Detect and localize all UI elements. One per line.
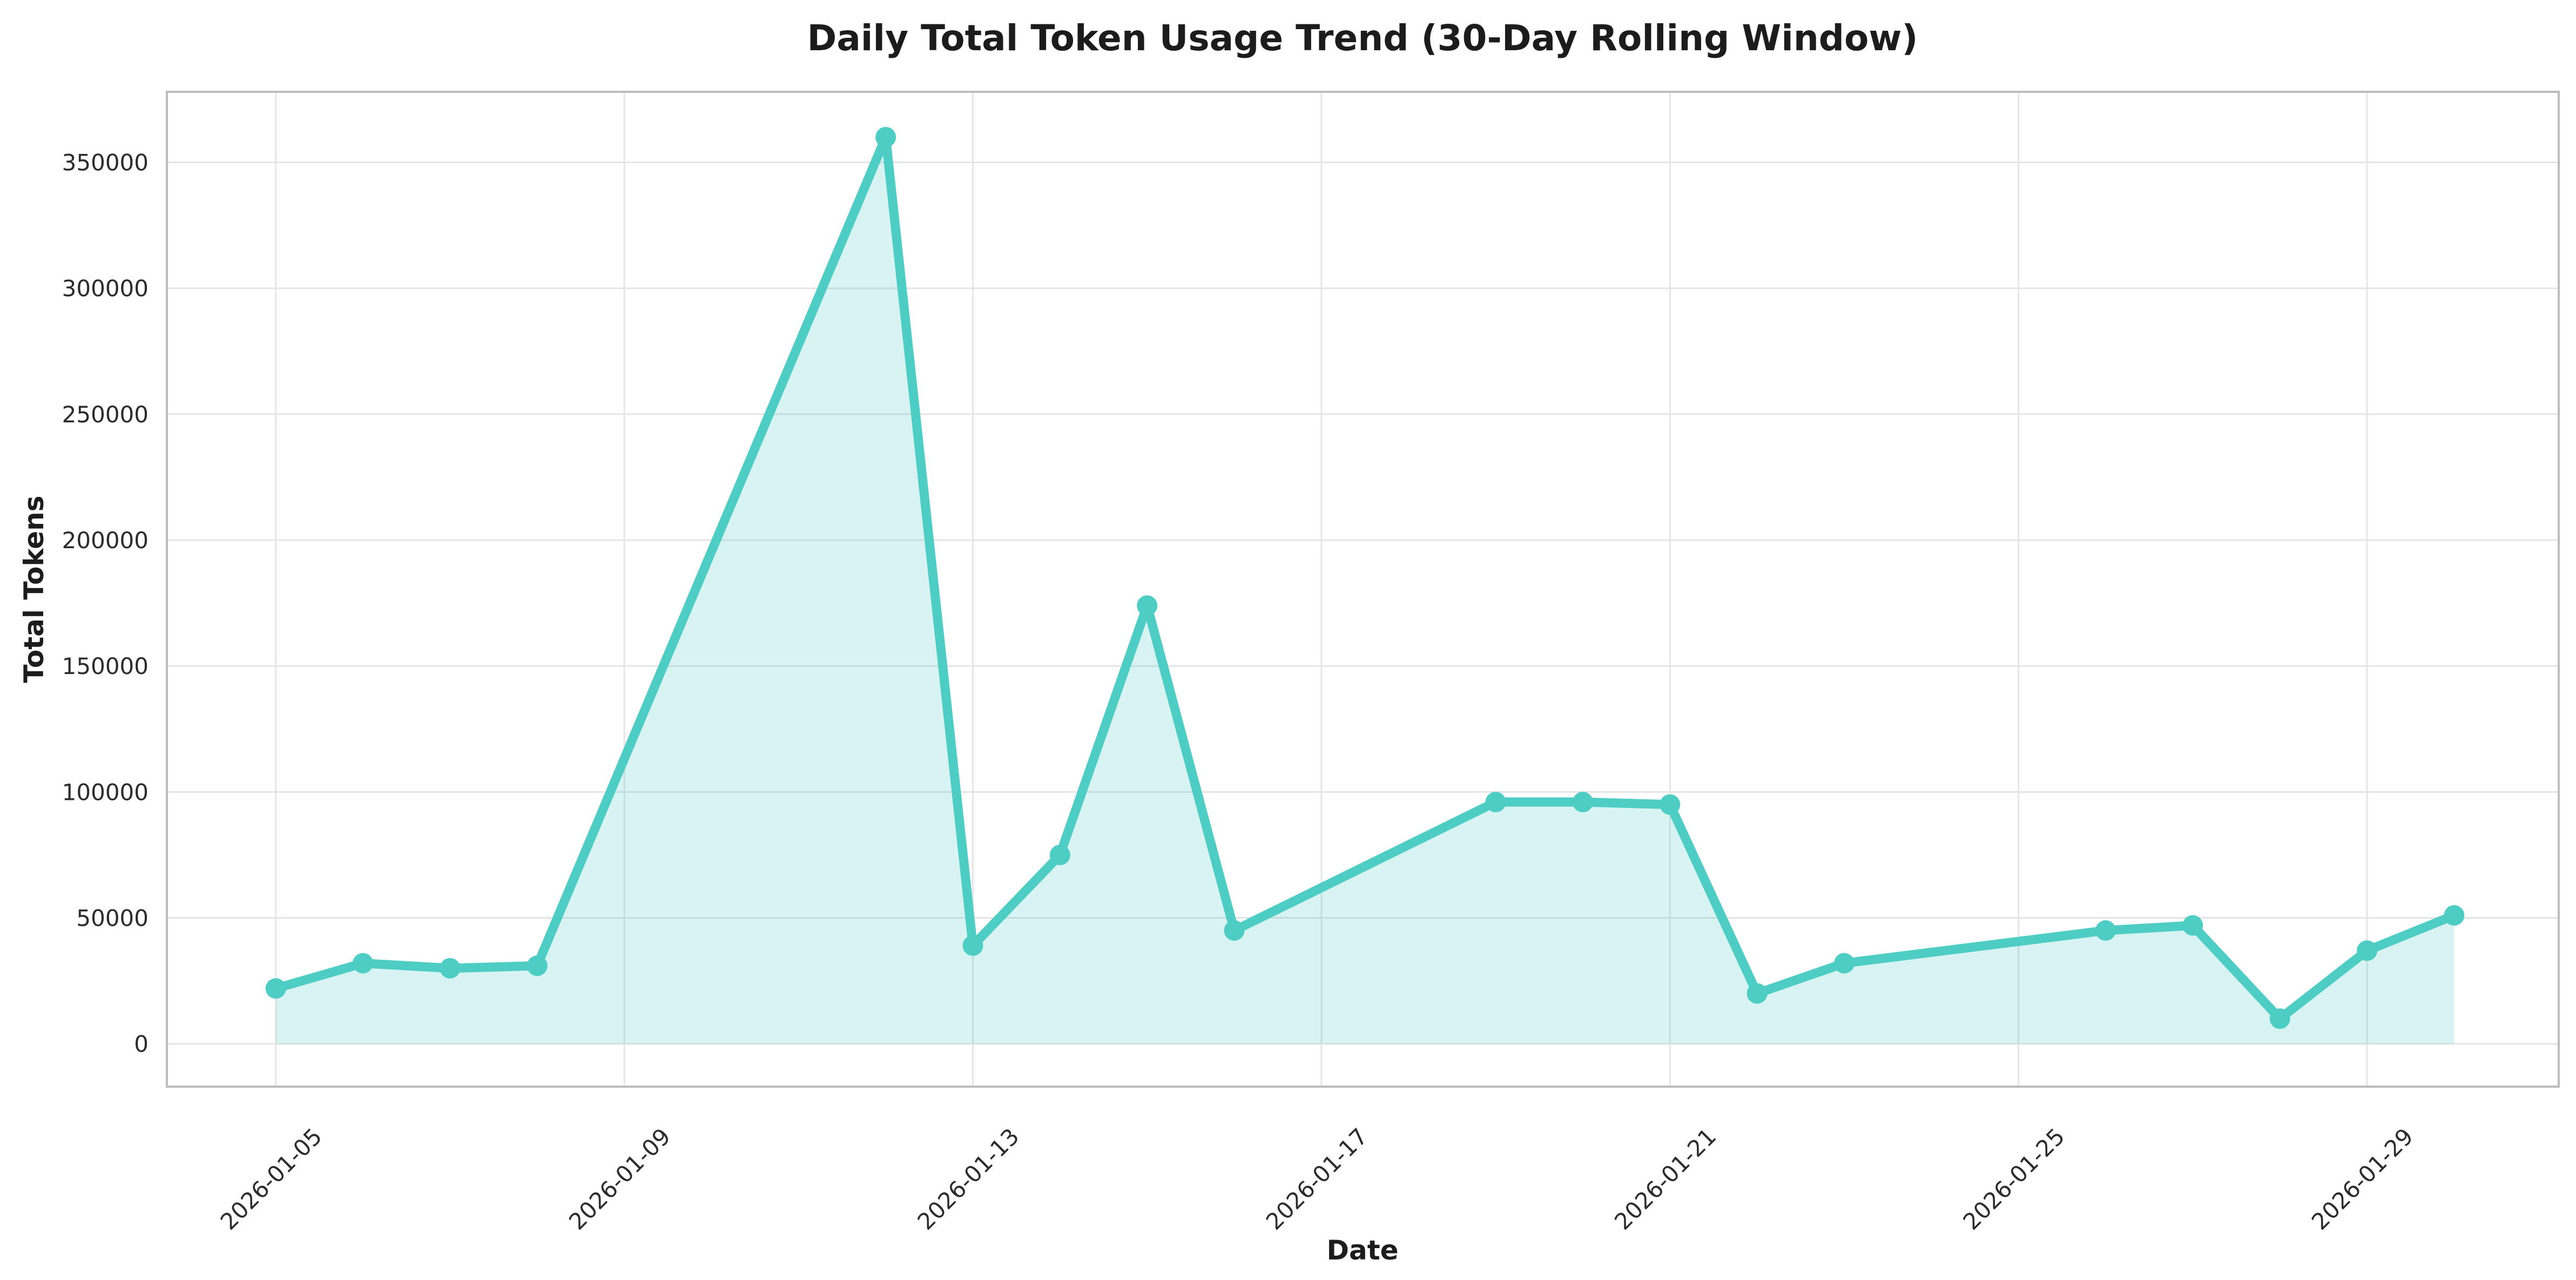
data-point-marker [1833, 953, 1855, 974]
y-tick-label: 350000 [62, 150, 149, 176]
data-point-marker [2444, 905, 2465, 926]
y-tick-label: 200000 [62, 527, 149, 554]
y-tick-label: 150000 [62, 653, 149, 679]
area-fill [275, 137, 2454, 1044]
data-point-marker [1137, 595, 1158, 616]
data-point-marker [1746, 983, 1768, 1004]
data-point-marker [2357, 940, 2378, 961]
data-point-marker [353, 953, 374, 974]
data-point-marker [440, 958, 461, 979]
data-point-marker [962, 935, 983, 956]
y-tick-label: 100000 [62, 779, 149, 805]
grid-layer [167, 92, 2559, 1087]
data-point-marker [1224, 920, 1245, 941]
y-axis-label: Total Tokens [18, 496, 50, 683]
data-point-marker [2269, 1008, 2290, 1029]
data-point-marker [2182, 915, 2203, 936]
y-tick-label: 50000 [76, 905, 149, 932]
data-point-marker [1572, 792, 1593, 813]
data-point-marker [1485, 792, 1506, 813]
y-tick-labels: 0 50000 100000 150000 200000 250000 300000 3500… [62, 150, 149, 1057]
data-point-marker [1660, 794, 1681, 815]
y-tick-label: 250000 [62, 401, 149, 428]
data-point-marker [875, 126, 896, 147]
y-tick-label: 300000 [62, 275, 149, 302]
y-tick-label: 0 [134, 1031, 149, 1057]
data-point-marker [527, 955, 548, 976]
marker-layer [265, 126, 2465, 1029]
area-layer [275, 137, 2454, 1044]
data-point-marker [1049, 844, 1070, 865]
chart-title: Daily Total Token Usage Trend (30-Day Ro… [807, 17, 1918, 59]
x-axis-label: Date [1326, 1235, 1398, 1266]
axes-frame [166, 91, 2560, 1088]
data-point-marker [265, 978, 286, 999]
data-point-marker [2095, 920, 2116, 941]
